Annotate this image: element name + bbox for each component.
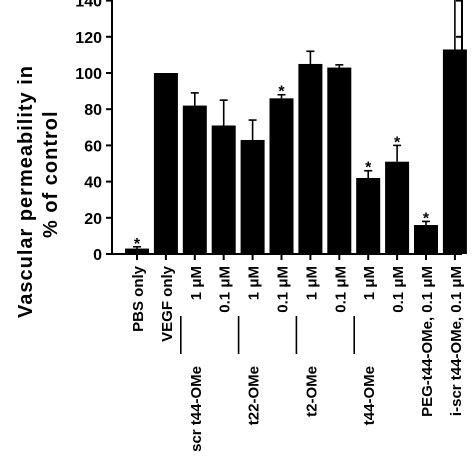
y-tick-label: 80 xyxy=(84,102,102,119)
y-axis-title-line1: Vascular permeability in xyxy=(15,65,37,318)
bar xyxy=(125,248,149,254)
group-label: scr t44-OMe xyxy=(188,366,205,452)
y-tick-label: 120 xyxy=(75,30,102,47)
significance-star: * xyxy=(365,160,372,177)
y-tick-label: 60 xyxy=(84,138,102,155)
x-tick-label: VEGF only xyxy=(159,265,176,342)
significance-star: * xyxy=(423,210,430,227)
group-label: t2-OMe xyxy=(303,366,320,417)
bar xyxy=(182,105,207,254)
bar xyxy=(211,125,236,255)
x-tick-label-partial: i-scr t44-OMe, 0.1 μM xyxy=(448,266,465,416)
significance-star: * xyxy=(278,84,285,101)
x-tick-label: 1 μM xyxy=(303,266,320,300)
x-tick-label: 1 μM xyxy=(246,266,263,300)
bar xyxy=(269,98,294,254)
x-tick-label: 0.1 μM xyxy=(275,266,292,313)
bar xyxy=(385,161,410,254)
x-tick-label: PEG-t44-OMe, 0.1 μM xyxy=(419,266,436,417)
y-tick-label: 140 xyxy=(75,0,102,11)
y-tick-label: 20 xyxy=(84,211,102,228)
significance-star: * xyxy=(394,134,401,151)
bar xyxy=(356,177,381,254)
y-tick-label: 0 xyxy=(93,247,102,264)
significance-star: * xyxy=(134,236,141,253)
group-label: t22-OMe xyxy=(246,366,263,425)
x-tick-label: 1 μM xyxy=(188,266,205,300)
group-label: t44-OMe xyxy=(361,366,378,425)
x-tick-label: 1 μM xyxy=(361,266,378,300)
x-tick-label: PBS only xyxy=(130,265,147,332)
bar xyxy=(298,63,323,255)
x-tick-label: 0.1 μM xyxy=(217,266,234,313)
y-tick-label: 40 xyxy=(84,175,102,192)
bar xyxy=(153,73,178,254)
x-tick-label: 0.1 μM xyxy=(332,266,349,313)
y-tick-label: 100 xyxy=(75,66,102,83)
x-tick-label: 0.1 μM xyxy=(390,266,407,313)
plot-area: 0 20 40 60 80 100 120 140 * PBS only VEGF only 1 μM… xyxy=(75,0,467,452)
bar xyxy=(240,139,265,254)
bar xyxy=(414,225,438,254)
bar xyxy=(442,49,467,254)
bar xyxy=(327,67,352,254)
y-axis-title-line2: % of control xyxy=(40,110,62,238)
